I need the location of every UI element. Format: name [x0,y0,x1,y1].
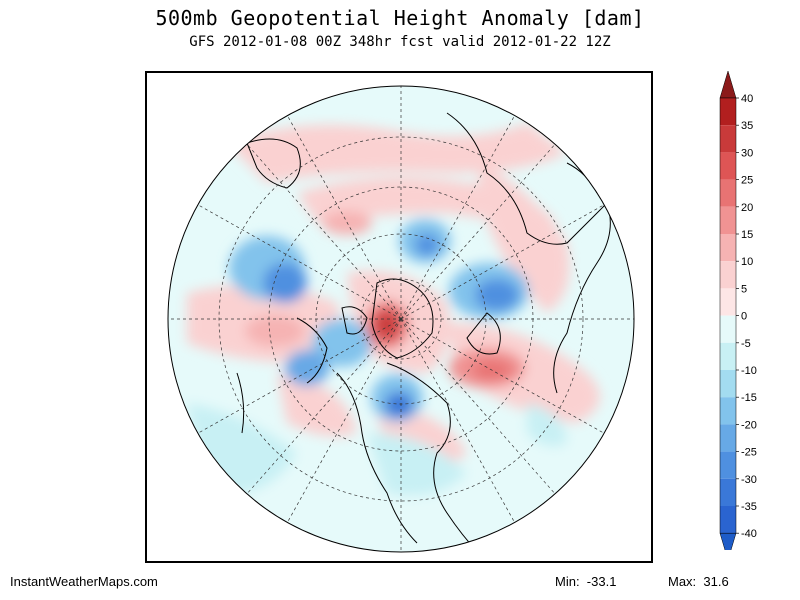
colorbar-segment [720,478,736,506]
negative-anomaly-region [385,392,413,418]
negative-anomaly-region [285,350,329,386]
colorbar-tick-label: -5 [741,338,751,350]
coastlines [236,112,611,552]
max-value: 31.6 [703,574,729,589]
colorbar-segment [720,315,736,343]
max-readout: Max: 31.6 [668,574,729,589]
colorbar-segment [720,288,736,316]
colorbar-tick-label: -10 [741,365,757,377]
colorbar-tick-label: 35 [741,120,753,132]
colorbar-segment [720,179,736,207]
colorbar-segment [720,506,736,534]
negative-anomaly-region [527,403,567,447]
colorbar-segment [720,451,736,479]
site-credit: InstantWeatherMaps.com [10,574,158,589]
colorbar-tick-label: 30 [741,147,753,159]
colorbar-tick-label: 10 [741,256,753,268]
colorbar-segment [720,152,736,180]
positive-anomaly-region [375,311,399,339]
map-title: 500mb Geopotential Height Anomaly [dam] [155,6,645,30]
colorbar-tick-label: 5 [741,283,747,295]
colorbar-tick-label: -25 [741,447,757,459]
polar-map-frame [145,71,653,563]
colorbar-tick-label: -40 [741,528,757,540]
positive-anomaly-region [245,315,305,347]
map-disk-outline [167,85,635,553]
max-label: Max: [668,574,697,589]
colorbar-segment [720,234,736,262]
min-readout: Min: -33.1 [555,574,616,589]
negative-anomaly-region [312,319,372,367]
colorbar-tick-label: -30 [741,474,757,486]
colorbar-segment [720,125,736,153]
negative-anomaly-region [367,433,467,496]
map-subtitle: GFS 2012-01-08 00Z 348hr fcst valid 2012… [189,34,611,50]
colorbar-segment [720,397,736,425]
colorbar-segment [720,342,736,370]
colorbar-tick-label: -20 [741,419,757,431]
colorbar-segment [720,206,736,234]
colorbar-tick-label: 20 [741,202,753,214]
colorbar-tick-label: 40 [741,93,753,105]
polar-map [167,85,635,553]
negative-anomaly-region [475,279,519,311]
min-value: -33.1 [586,574,617,589]
positive-anomaly-region [277,373,357,437]
colorbar-tick-label: 15 [741,229,753,241]
colorbar-tick-label: 0 [741,311,747,323]
colorbar-top-arrow [719,70,737,99]
colorbar-tick-label: 25 [741,175,753,187]
meridian-lines [168,86,634,552]
colorbar-segment [720,424,736,452]
colorbar-tick-label: -15 [741,392,757,404]
colorbar-segment [720,370,736,398]
positive-anomaly-region [477,163,570,313]
colorbar: 40 35 30 25 20 15 10 5 0 -5 -10 -15 -20 -25 -30 -35 -40 [719,70,757,550]
colorbar-bottom-arrow [719,532,737,550]
min-label: Min: [555,574,580,589]
colorbar-segment [720,98,736,126]
negative-anomaly-region [415,234,439,256]
negative-anomaly-region [263,263,307,303]
colorbar-segment [720,261,736,289]
colorbar-tick-label: -35 [741,501,757,513]
